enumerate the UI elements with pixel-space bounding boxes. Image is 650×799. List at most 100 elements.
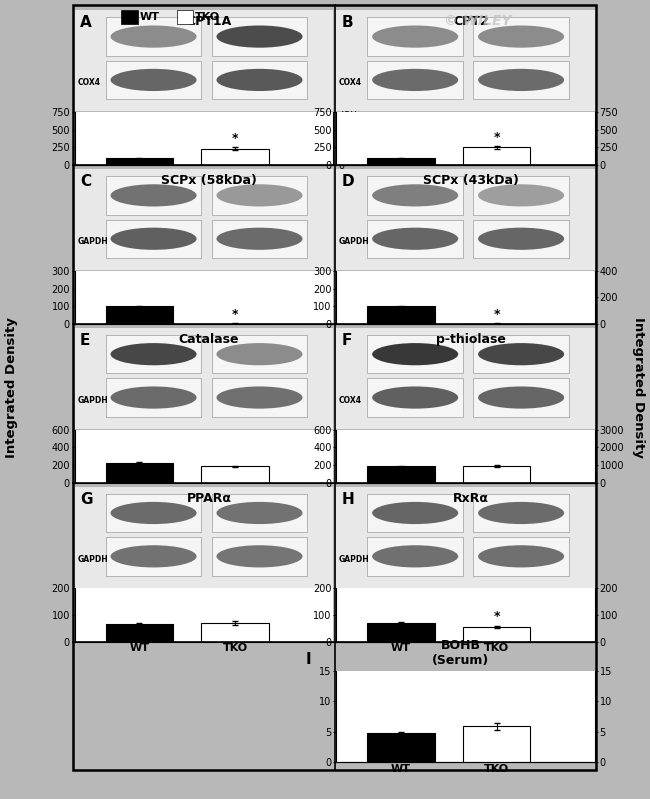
Ellipse shape	[372, 502, 458, 524]
Text: I: I	[306, 652, 311, 667]
Text: *: *	[231, 308, 238, 321]
Ellipse shape	[111, 228, 196, 250]
Text: SCPx (43kDa): SCPx (43kDa)	[422, 174, 519, 187]
Ellipse shape	[111, 343, 196, 365]
Bar	[212, 335, 307, 373]
Bar	[367, 18, 463, 56]
Bar	[463, 726, 530, 762]
Ellipse shape	[111, 69, 196, 91]
Ellipse shape	[372, 26, 458, 48]
Text: CPT2: CPT2	[453, 15, 489, 29]
Text: RxRα: RxRα	[453, 492, 489, 505]
Text: GAPDH: GAPDH	[77, 396, 108, 405]
Bar	[367, 306, 435, 324]
Ellipse shape	[372, 69, 458, 91]
Ellipse shape	[372, 387, 458, 408]
Ellipse shape	[216, 26, 302, 48]
Bar	[473, 177, 569, 215]
Text: COX4: COX4	[339, 78, 362, 87]
Bar	[473, 220, 569, 258]
Text: *: *	[493, 610, 500, 623]
Text: SCPx (58kDa): SCPx (58kDa)	[161, 174, 257, 187]
Text: *: *	[493, 308, 500, 321]
Ellipse shape	[111, 387, 196, 408]
Bar	[202, 623, 268, 642]
Ellipse shape	[478, 69, 564, 91]
Text: BOHB
(Serum): BOHB (Serum)	[432, 639, 489, 667]
Ellipse shape	[216, 228, 302, 250]
Bar	[367, 623, 435, 642]
Text: TKO: TKO	[195, 12, 220, 22]
Text: GAPDH: GAPDH	[77, 555, 108, 564]
Bar	[367, 494, 463, 532]
Bar	[106, 177, 202, 215]
Text: CPT1A: CPT1A	[187, 15, 232, 29]
Bar	[367, 379, 463, 417]
Bar	[463, 627, 530, 642]
Ellipse shape	[111, 502, 196, 524]
Text: WT: WT	[140, 12, 159, 22]
Bar	[202, 467, 268, 483]
Text: GAPDH: GAPDH	[339, 237, 370, 246]
Text: Catalase: Catalase	[179, 333, 239, 346]
Bar	[106, 379, 202, 417]
Ellipse shape	[478, 228, 564, 250]
Text: F: F	[341, 333, 352, 348]
Bar	[106, 624, 173, 642]
Bar	[473, 18, 569, 56]
Text: GAPDH: GAPDH	[339, 555, 370, 564]
Bar	[367, 467, 435, 483]
Text: *: *	[231, 132, 238, 145]
Bar	[212, 61, 307, 99]
Text: G: G	[80, 492, 92, 507]
Bar	[212, 537, 307, 575]
Bar	[106, 537, 202, 575]
Ellipse shape	[111, 26, 196, 48]
Ellipse shape	[111, 545, 196, 567]
Bar	[106, 158, 173, 165]
Text: PPARα: PPARα	[187, 492, 231, 505]
Text: *: *	[493, 130, 500, 144]
Text: COX4: COX4	[77, 78, 100, 87]
Text: D: D	[341, 174, 354, 189]
Ellipse shape	[478, 545, 564, 567]
Bar	[473, 335, 569, 373]
Bar	[367, 733, 435, 762]
Bar	[473, 379, 569, 417]
Bar	[212, 494, 307, 532]
Ellipse shape	[372, 185, 458, 206]
Text: GAPDH: GAPDH	[77, 237, 108, 246]
Ellipse shape	[216, 387, 302, 408]
Bar	[367, 158, 435, 165]
Ellipse shape	[216, 502, 302, 524]
Text: C: C	[80, 174, 91, 189]
Ellipse shape	[111, 185, 196, 206]
Bar	[367, 61, 463, 99]
Ellipse shape	[372, 343, 458, 365]
Bar	[367, 537, 463, 575]
Bar	[212, 379, 307, 417]
Bar	[463, 466, 530, 483]
Ellipse shape	[478, 26, 564, 48]
Bar	[106, 18, 202, 56]
Bar	[202, 149, 268, 165]
Bar	[212, 220, 307, 258]
Ellipse shape	[216, 185, 302, 206]
Bar	[106, 463, 173, 483]
Text: Integrated Density: Integrated Density	[5, 317, 18, 458]
Bar	[473, 494, 569, 532]
Ellipse shape	[216, 545, 302, 567]
Bar	[106, 494, 202, 532]
Bar	[367, 335, 463, 373]
Ellipse shape	[372, 545, 458, 567]
Ellipse shape	[478, 387, 564, 408]
Bar	[473, 537, 569, 575]
Text: Integrated Density: Integrated Density	[632, 317, 645, 458]
Text: E: E	[80, 333, 90, 348]
Ellipse shape	[478, 343, 564, 365]
Text: H: H	[341, 492, 354, 507]
Bar	[367, 177, 463, 215]
Text: p-thiolase: p-thiolase	[436, 333, 506, 346]
Bar	[106, 306, 173, 324]
Ellipse shape	[216, 343, 302, 365]
